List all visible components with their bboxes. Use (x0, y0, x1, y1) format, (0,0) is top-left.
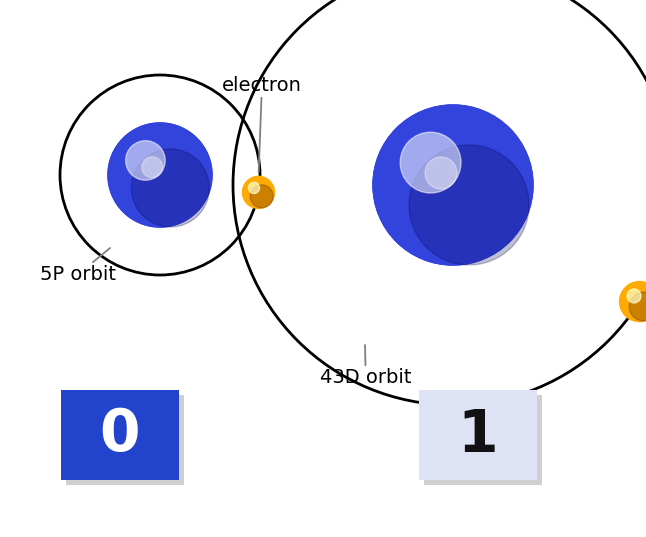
Circle shape (432, 168, 453, 188)
Bar (424, 395, 542, 485)
Circle shape (434, 170, 450, 186)
Circle shape (108, 123, 212, 227)
Circle shape (145, 162, 162, 179)
Circle shape (629, 292, 646, 321)
Circle shape (142, 157, 163, 178)
Circle shape (120, 135, 196, 212)
Circle shape (142, 159, 166, 183)
Circle shape (416, 150, 475, 209)
Circle shape (126, 142, 188, 204)
Circle shape (375, 107, 530, 262)
Circle shape (391, 124, 508, 242)
Circle shape (425, 157, 457, 189)
Circle shape (380, 112, 524, 256)
Circle shape (439, 175, 444, 180)
Circle shape (393, 127, 505, 238)
Circle shape (118, 134, 198, 214)
Circle shape (389, 122, 512, 244)
Circle shape (112, 128, 206, 221)
Circle shape (130, 147, 182, 198)
Circle shape (627, 289, 641, 303)
Circle shape (140, 157, 168, 185)
Circle shape (109, 125, 210, 225)
Circle shape (108, 123, 212, 227)
Circle shape (126, 141, 165, 180)
Circle shape (139, 156, 170, 187)
Circle shape (407, 141, 487, 221)
Circle shape (146, 164, 160, 177)
Circle shape (136, 153, 174, 191)
Circle shape (250, 185, 273, 208)
Circle shape (428, 163, 459, 194)
Circle shape (414, 148, 478, 212)
Text: 43D orbit: 43D orbit (320, 345, 412, 387)
Circle shape (382, 114, 521, 253)
Bar (61, 390, 179, 480)
Circle shape (129, 145, 184, 200)
Circle shape (114, 129, 204, 220)
Circle shape (423, 158, 466, 200)
Circle shape (148, 165, 158, 176)
Circle shape (410, 143, 484, 218)
Circle shape (395, 129, 503, 236)
Circle shape (124, 140, 190, 206)
Text: 0: 0 (99, 407, 140, 463)
Text: electron: electron (222, 76, 302, 172)
Circle shape (131, 149, 209, 227)
Circle shape (419, 153, 472, 206)
Circle shape (620, 281, 646, 322)
Circle shape (398, 132, 499, 233)
Circle shape (149, 166, 156, 173)
Circle shape (111, 126, 208, 223)
Circle shape (249, 182, 260, 193)
Circle shape (133, 149, 178, 194)
Circle shape (409, 145, 529, 265)
Circle shape (402, 136, 493, 227)
Circle shape (132, 148, 180, 197)
Circle shape (386, 119, 515, 248)
Bar (66, 395, 184, 485)
Circle shape (405, 139, 490, 224)
Text: 1: 1 (457, 407, 498, 463)
Text: 5P orbit: 5P orbit (40, 248, 116, 284)
Circle shape (401, 134, 496, 230)
Circle shape (437, 172, 447, 183)
Circle shape (138, 154, 172, 189)
Circle shape (373, 105, 533, 265)
Circle shape (412, 146, 481, 215)
Bar (419, 390, 537, 480)
Circle shape (134, 151, 176, 193)
Circle shape (430, 165, 456, 192)
Circle shape (242, 176, 275, 208)
Circle shape (143, 161, 164, 182)
Circle shape (377, 110, 527, 259)
Circle shape (421, 155, 468, 204)
Circle shape (425, 160, 463, 198)
Circle shape (384, 117, 517, 250)
Circle shape (117, 132, 200, 215)
Circle shape (373, 105, 533, 265)
Circle shape (401, 132, 461, 193)
Circle shape (123, 139, 192, 208)
Circle shape (151, 168, 154, 172)
Circle shape (121, 137, 194, 210)
Circle shape (116, 131, 202, 217)
Circle shape (127, 143, 186, 202)
